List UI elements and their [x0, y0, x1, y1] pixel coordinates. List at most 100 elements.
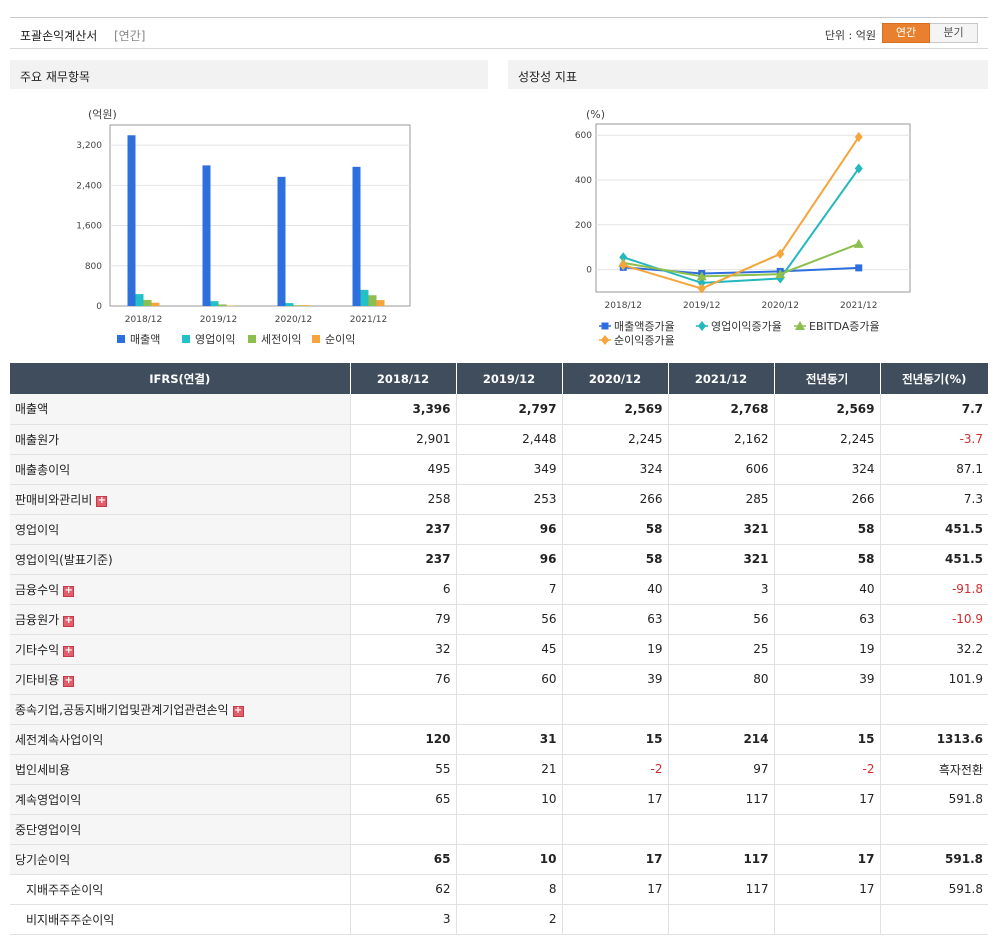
value-cell: 451.5 — [879, 544, 988, 575]
row-label: 매출총이익 — [15, 462, 71, 477]
value-cell: 97 — [667, 754, 774, 785]
value-cell: 96 — [455, 514, 562, 545]
row-label-cell: 중단영업이익 — [10, 814, 350, 845]
row-label-cell: 매출액 — [10, 394, 350, 425]
unit-label: 단위 : 억원 — [824, 29, 876, 42]
table-row: 판매비와관리비 +258 253 266 285 266 7.3 — [10, 484, 988, 515]
value-cell: 76 — [349, 664, 456, 695]
x-tick-label: 2018/12 — [125, 315, 162, 325]
y-tick-label: 600 — [575, 131, 592, 141]
expand-plus-icon[interactable]: + — [63, 584, 75, 597]
value-cell: 120 — [349, 724, 456, 755]
expand-plus-icon[interactable]: + — [96, 494, 108, 507]
header-cell-4: 2021/12 — [667, 363, 774, 394]
value-cell: 17 — [561, 844, 668, 875]
plot-area — [595, 123, 911, 293]
value-cell: 96 — [455, 544, 562, 575]
point-marker — [619, 252, 628, 263]
table-row: 법인세비용 55 21 -2 97 -2 흑자전환 — [10, 754, 988, 785]
growth-panel-title: 성장성 지표 — [508, 60, 988, 89]
value-cell: 2,245 — [773, 424, 880, 455]
value-cell: 21 — [455, 754, 562, 785]
value-cell: 19 — [773, 634, 880, 665]
row-label-cell: 계속영업이익 — [10, 784, 350, 815]
y-tick-label: 800 — [85, 262, 102, 272]
x-tick-label: 2021/12 — [350, 315, 387, 325]
value-cell: 40 — [561, 574, 668, 605]
value-cell — [773, 694, 880, 725]
value-cell: 58 — [561, 514, 668, 545]
y-unit-label: (%) — [586, 108, 605, 121]
value-cell: 45 — [455, 634, 562, 665]
value-cell: 253 — [455, 484, 562, 515]
value-cell — [561, 814, 668, 845]
annual-toggle-button[interactable]: 연간 — [882, 23, 930, 43]
bar-매출액 — [352, 166, 361, 306]
table-row: 종속기업,공동지배기업및관계기업관련손익 + — [10, 694, 988, 725]
y-tick-label: 1,600 — [76, 222, 102, 232]
value-cell: 101.9 — [879, 664, 988, 695]
row-label: 비지배주주순이익 — [26, 912, 115, 927]
value-cell: 1313.6 — [879, 724, 988, 755]
bar-세전이익 — [218, 304, 227, 306]
value-cell: 7 — [455, 574, 562, 605]
value-cell — [667, 694, 774, 725]
table-row: 계속영업이익 65 10 17 117 17 591.8 — [10, 784, 988, 815]
legend-swatch — [182, 335, 190, 343]
value-cell: 7.3 — [879, 484, 988, 515]
value-cell: 321 — [667, 544, 774, 575]
expand-plus-icon[interactable]: + — [63, 674, 75, 687]
bar-순이익 — [376, 300, 385, 306]
row-label: 법인세비용 — [15, 762, 71, 777]
value-cell: 117 — [667, 784, 774, 815]
point-marker — [697, 277, 706, 288]
value-cell: 606 — [667, 454, 774, 485]
row-label-cell: 판매비와관리비 + — [10, 484, 350, 515]
row-label-cell: 매출총이익 — [10, 454, 350, 485]
value-cell: 40 — [773, 574, 880, 605]
value-cell: 17 — [773, 874, 880, 905]
legend-label: 영업이익증가율 — [711, 320, 782, 333]
row-label-cell: 법인세비용 — [10, 754, 350, 785]
row-label-cell: 기타수익 + — [10, 634, 350, 665]
point-marker — [696, 271, 707, 281]
row-label-cell: 매출원가 — [10, 424, 350, 455]
table-row: 기타비용 +76 60 39 80 39 101.9 — [10, 664, 988, 695]
value-cell: 17 — [561, 784, 668, 815]
value-cell: 117 — [667, 844, 774, 875]
value-cell: 7.7 — [879, 394, 988, 425]
row-label: 중단영업이익 — [15, 822, 82, 837]
expand-plus-icon[interactable]: + — [63, 644, 75, 657]
point-marker — [601, 322, 609, 330]
key-items-panel-title: 주요 재무항목 — [10, 60, 488, 89]
value-cell: 258 — [349, 484, 456, 515]
x-tick-label: 2018/12 — [605, 301, 642, 311]
expand-plus-icon[interactable]: + — [63, 614, 75, 627]
row-label: 기타비용 — [15, 672, 60, 687]
value-cell: -91.8 — [879, 574, 988, 605]
legend-label: 매출액증가율 — [614, 320, 675, 333]
y-unit-label: (억원) — [88, 108, 117, 121]
row-label: 당기순이익 — [15, 852, 71, 867]
table-row: 세전계속사업이익 120 31 15 214 15 1313.6 — [10, 724, 988, 755]
x-tick-label: 2019/12 — [683, 301, 720, 311]
value-cell: 80 — [667, 664, 774, 695]
value-cell: 2,797 — [455, 394, 562, 425]
expand-plus-icon[interactable]: + — [232, 704, 244, 717]
point-marker — [601, 335, 609, 345]
value-cell: 58 — [773, 544, 880, 575]
period-label: [연간] — [114, 29, 146, 43]
table-row: 비지배주주순이익 3 2 — [10, 904, 988, 935]
legend-label: 순이익증가율 — [614, 334, 675, 347]
value-cell: 15 — [773, 724, 880, 755]
value-cell: 60 — [455, 664, 562, 695]
value-cell: 2,448 — [455, 424, 562, 455]
value-cell: 321 — [667, 514, 774, 545]
value-cell: 2,245 — [561, 424, 668, 455]
value-cell: 79 — [349, 604, 456, 635]
value-cell: 3,396 — [349, 394, 456, 425]
row-label-cell: 당기순이익 — [10, 844, 350, 875]
quarter-toggle-button[interactable]: 분기 — [930, 23, 978, 43]
value-cell: 63 — [561, 604, 668, 635]
point-marker — [853, 238, 864, 248]
